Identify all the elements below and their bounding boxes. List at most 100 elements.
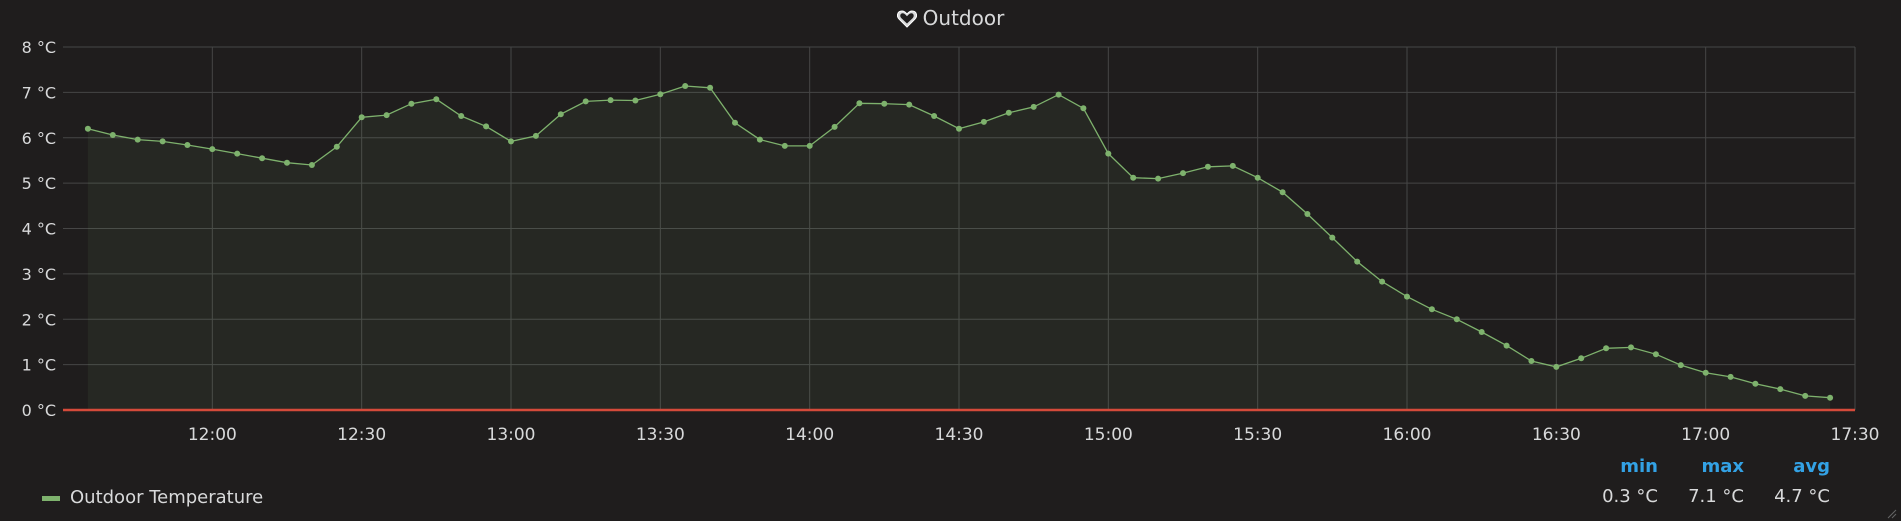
- y-tick-label: 8 °C: [22, 38, 56, 57]
- y-tick-label: 6 °C: [22, 129, 56, 148]
- panel-title-text: Outdoor: [922, 6, 1005, 30]
- data-point: [84, 125, 91, 132]
- data-point: [906, 101, 913, 108]
- x-tick-label: 14:30: [935, 425, 984, 445]
- data-point: [1005, 109, 1012, 116]
- data-point: [1180, 170, 1186, 177]
- y-tick-label: 1 °C: [22, 356, 56, 375]
- data-point: [308, 162, 315, 168]
- data-point: [1204, 163, 1211, 170]
- legend-value-max: 7.1 °C: [1688, 486, 1744, 507]
- series-area: [87, 86, 1831, 410]
- data-point: [1827, 394, 1834, 401]
- data-point: [1428, 306, 1435, 313]
- data-point: [1130, 174, 1137, 181]
- data-point: [1503, 342, 1510, 349]
- x-tick-label: 12:00: [188, 425, 237, 445]
- data-point: [1080, 105, 1087, 112]
- data-point: [1628, 344, 1634, 351]
- data-point: [557, 111, 564, 118]
- data-point: [1105, 150, 1112, 157]
- data-point: [234, 150, 241, 157]
- data-point: [259, 155, 266, 162]
- data-point: [806, 142, 813, 149]
- legend-value-min: 0.3 °C: [1602, 486, 1658, 507]
- data-point: [383, 112, 390, 119]
- data-point: [1802, 392, 1809, 399]
- data-point: [483, 123, 490, 130]
- legend-label: Outdoor Temperature: [70, 487, 264, 508]
- data-point: [931, 113, 938, 119]
- data-point: [408, 100, 415, 107]
- data-point: [532, 132, 539, 139]
- y-tick-label: 0 °C: [22, 401, 56, 420]
- data-point: [756, 136, 763, 143]
- x-tick-label: 15:00: [1084, 425, 1133, 445]
- x-tick-label: 12:30: [337, 425, 386, 445]
- data-point: [707, 84, 714, 91]
- data-point: [1404, 293, 1410, 300]
- data-point: [508, 138, 514, 145]
- data-point: [1030, 103, 1037, 110]
- x-axis-ticks: 12:00 12:30 13:00 13:30 14:00 14:30 15:00 15:30…: [188, 425, 1880, 445]
- x-tick-label: 13:00: [487, 425, 536, 445]
- legend-swatch: [42, 495, 60, 501]
- data-point: [856, 100, 863, 107]
- data-point: [1254, 174, 1261, 181]
- x-tick-label: 14:00: [785, 425, 834, 445]
- data-point: [1578, 355, 1585, 362]
- data-point: [781, 142, 788, 149]
- data-point: [1677, 362, 1684, 369]
- data-point: [1777, 386, 1784, 393]
- data-point: [184, 142, 191, 148]
- data-point: [632, 97, 639, 104]
- data-point: [657, 91, 664, 98]
- data-point: [881, 100, 888, 107]
- y-tick-label: 7 °C: [22, 83, 56, 102]
- data-point: [1553, 363, 1560, 370]
- data-point: [1528, 358, 1535, 364]
- legend-header-max[interactable]: max: [1701, 456, 1744, 477]
- data-point: [284, 159, 290, 166]
- y-tick-label: 3 °C: [22, 265, 56, 284]
- legend-value-avg: 4.7 °C: [1774, 486, 1830, 507]
- data-point: [433, 96, 440, 103]
- x-tick-label: 17:00: [1681, 425, 1730, 445]
- x-tick-label: 16:30: [1532, 425, 1581, 445]
- panel-title[interactable]: Outdoor: [0, 6, 1901, 33]
- data-point: [458, 113, 465, 119]
- data-point: [682, 83, 689, 89]
- data-point: [1329, 234, 1336, 241]
- data-point: [956, 125, 962, 132]
- data-point: [1603, 345, 1610, 352]
- data-point: [607, 97, 614, 104]
- legend-header-avg[interactable]: avg: [1793, 456, 1830, 477]
- data-point: [1354, 258, 1361, 265]
- legend-item[interactable]: Outdoor Temperature: [42, 487, 263, 508]
- data-point: [159, 138, 166, 145]
- data-point: [1055, 91, 1062, 98]
- data-point: [582, 98, 589, 105]
- y-tick-label: 4 °C: [22, 220, 56, 239]
- grid: [63, 46, 1856, 411]
- y-axis-ticks: 0 °C 1 °C 2 °C 3 °C 4 °C 5 °C 6 °C 7 °C 8 °C: [22, 38, 56, 420]
- data-point: [1304, 211, 1311, 217]
- y-tick-label: 2 °C: [22, 310, 56, 329]
- legend-header-min[interactable]: min: [1620, 456, 1658, 477]
- x-tick-label: 13:30: [636, 425, 685, 445]
- data-point: [1702, 369, 1709, 376]
- y-tick-label: 5 °C: [22, 174, 56, 193]
- x-tick-label: 17:30: [1831, 425, 1880, 445]
- data-point: [333, 143, 340, 150]
- data-point: [134, 136, 141, 143]
- data-point: [1478, 329, 1485, 335]
- data-point: [209, 146, 216, 153]
- x-tick-label: 16:00: [1383, 425, 1432, 445]
- series-points: [84, 83, 1834, 401]
- x-tick-label: 15:30: [1233, 425, 1282, 445]
- data-point: [358, 114, 365, 121]
- data-point: [1155, 175, 1162, 182]
- resize-handle-icon[interactable]: [1887, 509, 1897, 519]
